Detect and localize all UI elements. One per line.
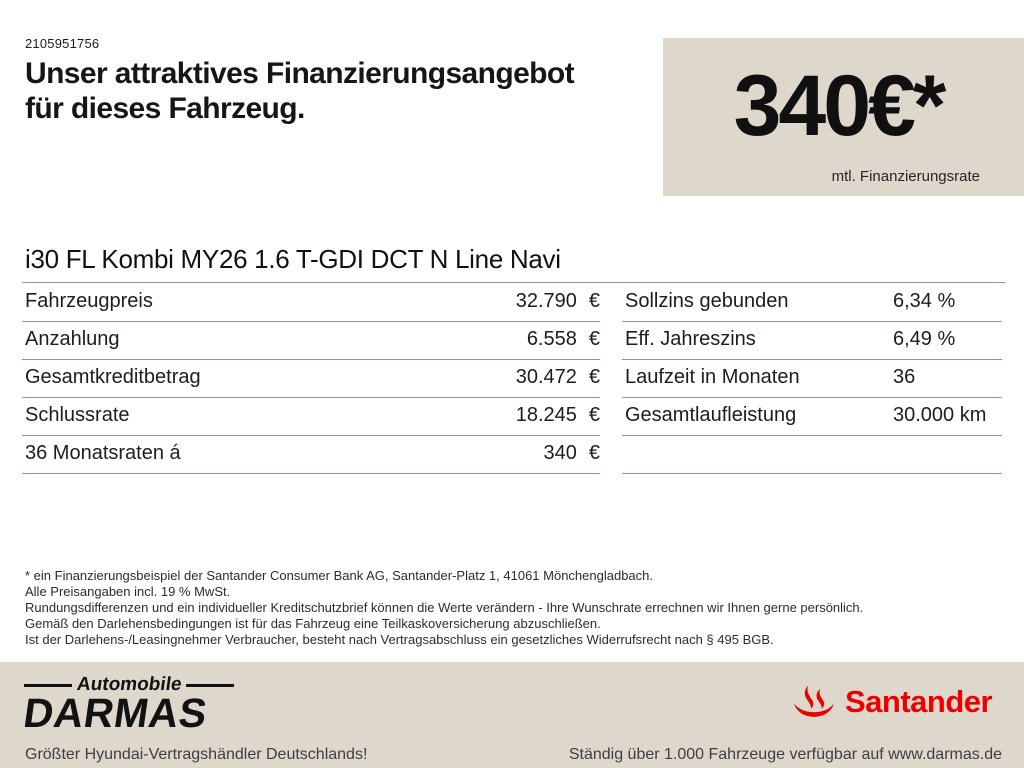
footnote-line: * ein Finanzierungsbeispiel der Santande… — [25, 568, 654, 583]
footnote-line: Ist der Darlehens-/Leasingnehmer Verbrau… — [25, 632, 774, 647]
vehicle-title: i30 FL Kombi MY26 1.6 T-GDI DCT N Line N… — [22, 244, 1005, 283]
row-unit: € — [588, 290, 600, 312]
footnote-line: Alle Preisangaben incl. 19 % MwSt. — [25, 584, 231, 599]
monthly-rate-box: 340€* mtl. Finanzierungsrate — [663, 38, 1024, 196]
row-label: Sollzins gebunden — [625, 290, 789, 312]
offer-id: 2105951756 — [25, 36, 100, 51]
footnotes: * ein Finanzierungsbeispiel der Santande… — [25, 568, 863, 648]
logo-rule-right — [186, 683, 234, 687]
availability-text: Ständig über 1.000 Fahrzeuge verfügbar a… — [568, 746, 1002, 763]
santander-flame-icon — [791, 684, 837, 720]
table-row: Gesamtkreditbetrag 30.472 € — [22, 360, 600, 398]
finance-table-left-column: Fahrzeugpreis 32.790 € Anzahlung 6.558 €… — [22, 284, 600, 474]
page-title-line2: für dieses Fahrzeug. — [25, 92, 305, 125]
row-label: Anzahlung — [25, 328, 120, 350]
table-row: Schlussrate 18.245 € — [22, 398, 600, 436]
table-row: Anzahlung 6.558 € — [22, 322, 600, 360]
table-row: Eff. Jahreszins 6,49 % — [622, 322, 1002, 360]
monthly-rate-value: 340€* — [733, 58, 947, 154]
row-unit: € — [588, 328, 600, 350]
footnote-line: Rundungsdifferenzen und ein individuelle… — [25, 600, 864, 615]
monthly-rate-caption: mtl. Finanzierungsrate — [831, 168, 980, 185]
row-label: Schlussrate — [25, 404, 130, 426]
table-row: Fahrzeugpreis 32.790 € — [22, 284, 600, 322]
page-title: Unser attraktives Finanzierungsangebot f… — [25, 56, 575, 126]
row-value: 18.245 — [515, 404, 577, 426]
row-label: Fahrzeugpreis — [25, 290, 153, 312]
row-value: 340 — [543, 442, 577, 464]
row-unit: € — [588, 366, 600, 388]
dealer-logo-name: DARMAS — [20, 690, 211, 736]
table-row-empty — [622, 436, 1002, 474]
row-value: 30.472 — [515, 366, 577, 388]
table-row: 36 Monatsraten á 340 € — [22, 436, 600, 474]
dealer-tagline: Größter Hyundai-Vertragshändler Deutschl… — [25, 746, 368, 763]
row-label: Laufzeit in Monaten — [625, 366, 800, 388]
table-row: Laufzeit in Monaten 36 — [622, 360, 1002, 398]
row-unit: € — [588, 404, 600, 426]
table-row: Sollzins gebunden 6,34 % — [622, 284, 1002, 322]
bank-logo-name: Santander — [845, 684, 993, 719]
row-value: 30.000 km — [893, 404, 987, 426]
row-value: 6.558 — [526, 328, 577, 350]
row-value: 32.790 — [515, 290, 577, 312]
logo-rule-left — [24, 683, 72, 687]
row-value: 6,49 % — [893, 328, 956, 350]
bank-logo: Santander — [791, 684, 993, 720]
dealer-logo: Automobile DARMAS — [20, 674, 234, 736]
row-label: Eff. Jahreszins — [625, 328, 756, 350]
row-label: Gesamtlaufleistung — [625, 404, 797, 426]
table-row: Gesamtlaufleistung 30.000 km — [622, 398, 1002, 436]
row-unit: € — [588, 442, 600, 464]
row-value: 6,34 % — [893, 290, 956, 312]
row-label: Gesamtkreditbetrag — [25, 366, 201, 388]
row-value: 36 — [893, 366, 916, 388]
page-title-line1: Unser attraktives Finanzierungsangebot — [25, 57, 575, 90]
finance-table-right-column: Sollzins gebunden 6,34 % Eff. Jahreszins… — [622, 284, 1002, 474]
footnote-line: Gemäß den Darlehensbedingungen ist für d… — [25, 616, 601, 631]
footer: Automobile DARMAS Santander Größter Hyun… — [0, 662, 1024, 768]
row-label: 36 Monatsraten á — [25, 442, 181, 464]
